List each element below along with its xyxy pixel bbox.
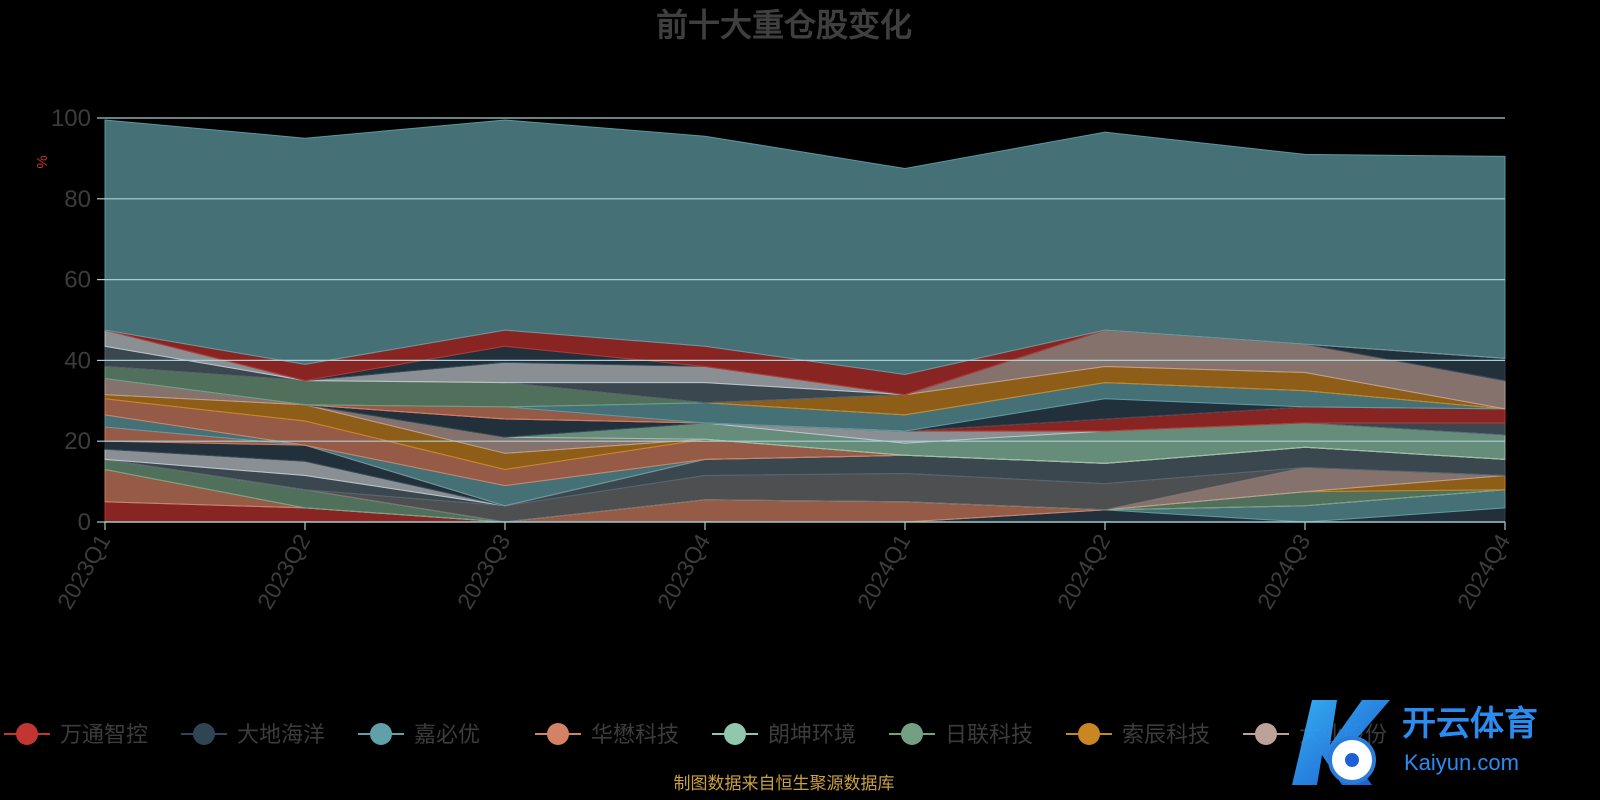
legend-swatch-marker (370, 723, 392, 745)
legend-label: 万通智控 (60, 722, 148, 747)
watermark-cn-text: 开云体育 (1402, 705, 1538, 743)
legend-swatch-marker (901, 723, 923, 745)
y-tick-label: 0 (78, 509, 91, 536)
legend-item[interactable]: 朗坤环境 (712, 722, 856, 747)
legend-label: 华懋科技 (591, 722, 679, 747)
y-tick-label: 40 (64, 347, 91, 374)
legend-item[interactable]: 索辰科技 (1066, 722, 1210, 747)
area-series-35 (104, 119, 1506, 376)
legend[interactable]: 万通智控大地海洋嘉必优华懋科技朗坤环境日联科技索辰科技大业股份 (4, 722, 1387, 747)
legend-item[interactable]: 万通智控 (4, 722, 148, 747)
x-tick-label: 2023Q4 (652, 529, 716, 613)
x-tick-label: 2023Q2 (252, 530, 315, 614)
legend-label: 嘉必优 (414, 722, 480, 747)
x-tick-label: 2023Q1 (52, 530, 115, 614)
x-tick-label: 2024Q3 (1252, 530, 1315, 614)
legend-swatch-marker (16, 723, 38, 745)
legend-swatch-marker (547, 723, 569, 745)
watermark-en-text: Kaiyun.com (1404, 750, 1519, 775)
legend-swatch-marker (1255, 723, 1277, 745)
y-tick-label: 20 (64, 428, 91, 455)
y-tick-label: 60 (64, 267, 91, 294)
y-tick-label: 100 (51, 105, 91, 132)
legend-swatch-marker (193, 723, 215, 745)
legend-swatch-marker (1078, 723, 1100, 745)
legend-item[interactable]: 日联科技 (889, 722, 1033, 747)
legend-label: 朗坤环境 (768, 722, 856, 747)
x-tick-label: 2024Q4 (1452, 529, 1516, 613)
y-tick-label: 80 (64, 186, 91, 213)
chart-title: 前十大重仓股变化 (656, 7, 912, 43)
legend-label: 大地海洋 (237, 722, 325, 747)
x-tick-label: 2024Q1 (852, 530, 915, 614)
y-axis-label: % (34, 155, 51, 168)
legend-item[interactable]: 嘉必优 (358, 722, 480, 747)
x-tick-label: 2023Q3 (452, 530, 515, 614)
legend-label: 索辰科技 (1122, 722, 1210, 747)
source-note: 制图数据来自恒生聚源数据库 (674, 774, 895, 793)
legend-label: 日联科技 (945, 722, 1033, 747)
area-series-group (104, 119, 1506, 523)
legend-swatch-marker (724, 723, 746, 745)
x-tick-label: 2024Q2 (1052, 530, 1115, 614)
legend-item[interactable]: 大地海洋 (181, 722, 325, 747)
watermark-logo: 开云体育 Kaiyun.com (1292, 700, 1538, 785)
gridlines (105, 117, 1505, 523)
legend-item[interactable]: 华懋科技 (535, 722, 679, 747)
